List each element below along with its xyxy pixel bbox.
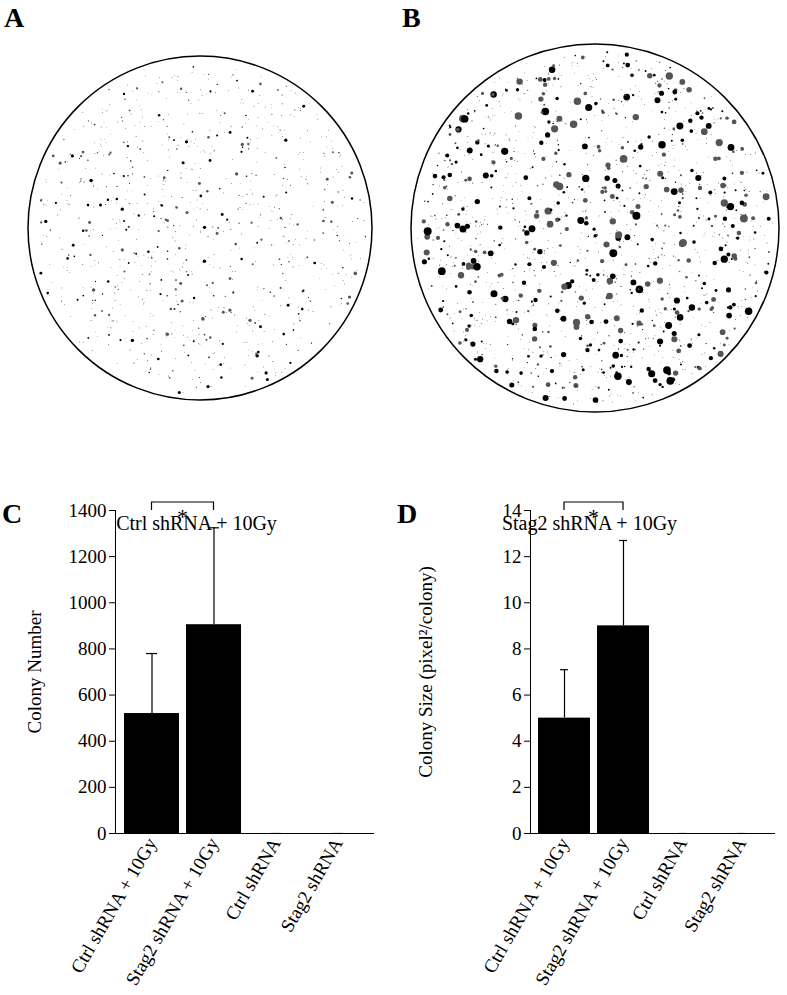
svg-text:Colony Number: Colony Number (24, 610, 45, 734)
svg-text:6: 6 (512, 684, 522, 705)
svg-text:Ctrl shRNA: Ctrl shRNA (627, 834, 691, 924)
svg-text:Stag2 shRNA + 10Gy: Stag2 shRNA + 10Gy (531, 834, 633, 989)
svg-text:10: 10 (503, 592, 522, 613)
svg-text:0: 0 (97, 823, 107, 844)
svg-text:1400: 1400 (69, 500, 107, 521)
svg-text:Stag2 shRNA: Stag2 shRNA (680, 834, 751, 936)
svg-text:2: 2 (512, 776, 522, 797)
svg-text:8: 8 (512, 638, 522, 659)
svg-text:*: * (177, 504, 188, 529)
svg-text:*: * (588, 504, 599, 529)
svg-text:800: 800 (78, 638, 107, 659)
svg-text:200: 200 (78, 776, 107, 797)
svg-text:Stag2 shRNA + 10Gy: Stag2 shRNA + 10Gy (121, 834, 223, 989)
svg-text:12: 12 (503, 546, 522, 567)
svg-text:600: 600 (78, 684, 107, 705)
svg-text:400: 400 (78, 730, 107, 751)
svg-text:0: 0 (512, 823, 522, 844)
svg-text:14: 14 (503, 500, 523, 521)
svg-text:1200: 1200 (69, 546, 107, 567)
svg-text:4: 4 (512, 730, 522, 751)
svg-text:1000: 1000 (69, 592, 107, 613)
svg-text:Ctrl shRNA: Ctrl shRNA (221, 834, 285, 924)
svg-text:Stag2 shRNA: Stag2 shRNA (276, 834, 347, 936)
svg-text:Colony Size (pixel²/colony): Colony Size (pixel²/colony) (415, 566, 437, 778)
